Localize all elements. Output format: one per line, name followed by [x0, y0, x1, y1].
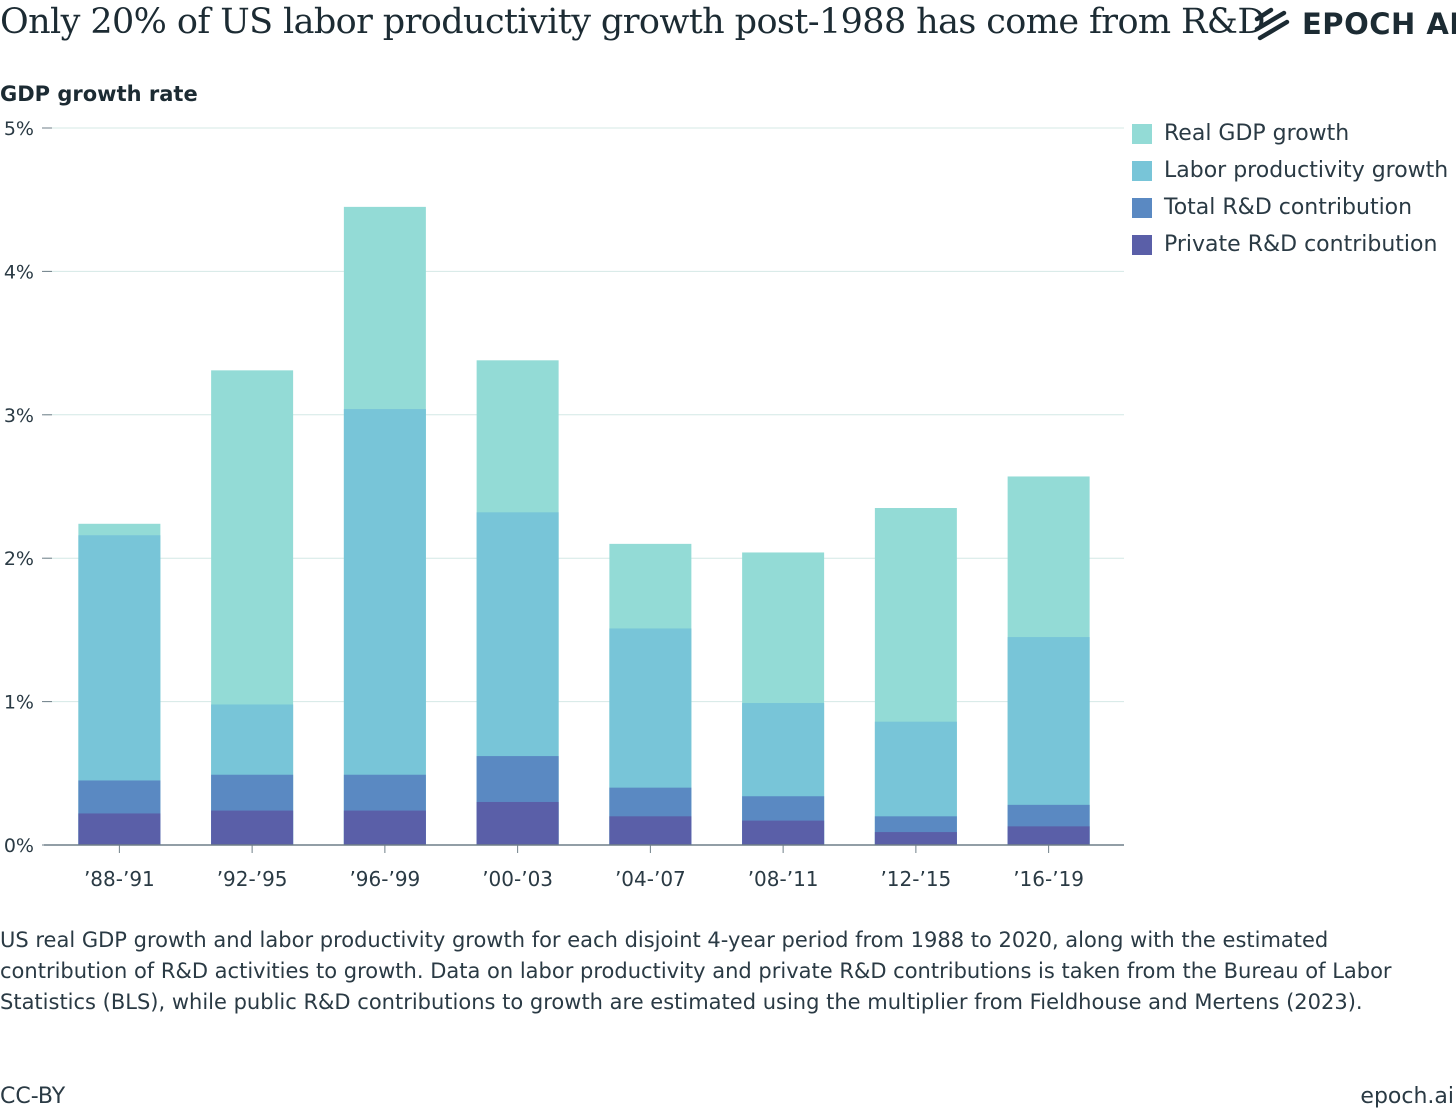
chart-caption: US real GDP growth and labor productivit… — [0, 928, 1392, 1014]
y-tick-label: 4% — [4, 261, 34, 283]
legend-label: Labor productivity growth — [1164, 158, 1449, 183]
y-tick-label: 5% — [4, 118, 34, 140]
legend-item-labor-productivity: Labor productivity growth — [1132, 152, 1448, 189]
x-tick-label: ’12-’15 — [880, 867, 951, 891]
axes: 0% 1% 2% 3% 4% 5% ’88-’91 ’92-’95 ’96-’99 ’00-’03… — [4, 118, 1124, 891]
y-axis-label: GDP growth rate — [0, 82, 198, 106]
y-tick-label: 1% — [4, 692, 34, 714]
y-tick-label: 0% — [4, 835, 34, 857]
bar — [742, 820, 825, 845]
bar — [609, 816, 692, 845]
y-tick-label: 3% — [4, 405, 34, 427]
legend-swatch — [1132, 160, 1152, 181]
x-tick-label: ’04-’07 — [615, 867, 686, 891]
x-tick-label: ’16-’19 — [1013, 867, 1084, 891]
chart-title: Only 20% of US labor productivity growth… — [0, 2, 1265, 42]
bar — [874, 832, 957, 845]
legend-label: Total R&D contribution — [1164, 195, 1413, 220]
license-label: CC-BY — [0, 1084, 66, 1109]
epoch-logo-icon — [1254, 7, 1290, 41]
bar — [343, 810, 426, 845]
legend-item-real-gdp: Real GDP growth — [1132, 115, 1448, 152]
bar — [211, 810, 294, 845]
legend-swatch — [1132, 234, 1152, 255]
legend-item-private-rd: Private R&D contribution — [1132, 226, 1448, 263]
x-tick-label: ’00-’03 — [482, 867, 553, 891]
x-tick-label: ’92-’95 — [217, 867, 288, 891]
legend-swatch — [1132, 197, 1152, 218]
bar-chart: 0% 1% 2% 3% 4% 5% ’88-’91 ’92-’95 ’96-’99 ’00-’03… — [4, 118, 1124, 891]
bar — [476, 801, 559, 845]
x-tick-label: ’96-’99 — [349, 867, 420, 891]
legend-swatch — [1132, 123, 1152, 144]
legend-item-total-rd: Total R&D contribution — [1132, 189, 1448, 226]
x-tick-label: ’08-’11 — [748, 867, 819, 891]
bar — [343, 409, 426, 845]
legend-label: Real GDP growth — [1164, 121, 1350, 146]
legend-label: Private R&D contribution — [1164, 232, 1438, 257]
legend: Real GDP growth Labor productivity growt… — [1132, 115, 1448, 263]
x-tick-label: ’88-’91 — [84, 867, 155, 891]
bar — [78, 813, 161, 845]
logo-text: EPOCH AI — [1302, 7, 1456, 41]
grid-lines — [44, 127, 1124, 703]
site-link[interactable]: epoch.ai — [1360, 1084, 1454, 1109]
bars — [78, 206, 1090, 845]
bar — [1007, 826, 1090, 845]
y-tick-label: 2% — [4, 548, 34, 570]
epoch-logo[interactable]: EPOCH AI — [1254, 6, 1456, 42]
